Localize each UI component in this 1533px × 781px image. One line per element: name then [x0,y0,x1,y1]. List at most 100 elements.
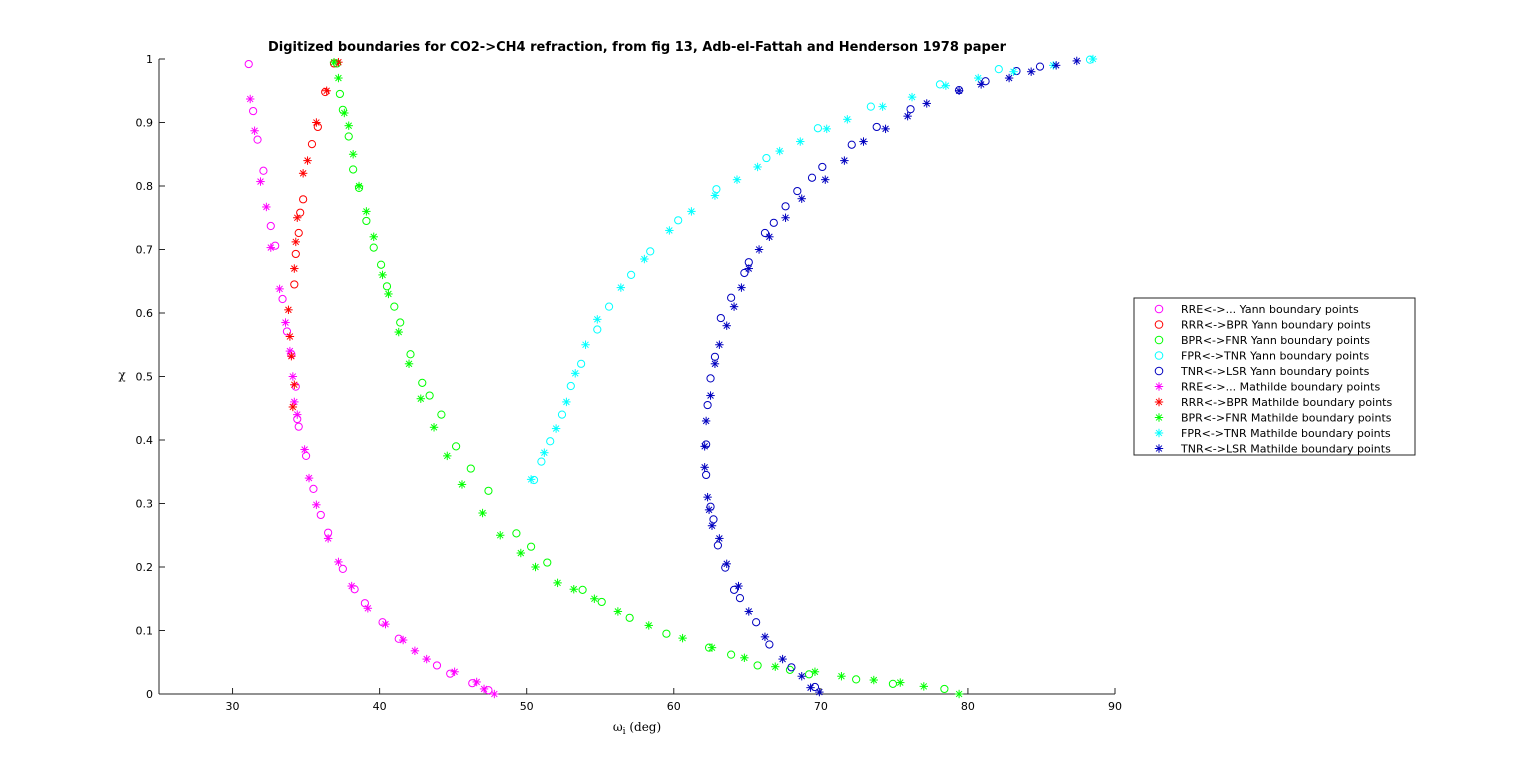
series-points [529,55,1095,485]
marker-stroke [882,125,889,133]
data-point [577,359,586,368]
data-point [604,302,614,311]
data-point [644,621,653,630]
data-point [369,243,378,252]
marker-stroke [1155,398,1163,406]
series-points [700,56,1081,697]
data-point [735,594,745,603]
data-point [1088,54,1098,64]
marker-stroke [641,255,648,263]
data-point [369,232,378,241]
data-markers [244,54,1098,699]
data-point [527,542,536,551]
legend-entry: RRR<->BPR Mathilde boundary points [1154,396,1392,409]
data-point [713,541,722,550]
marker-stroke [571,370,579,377]
marker-stroke [285,306,292,314]
data-point [290,264,299,273]
marker-stroke [324,535,332,542]
marker-stroke [904,112,911,120]
data-point [888,679,898,688]
data-point [253,135,262,144]
data-point [715,340,724,349]
marker-stroke [798,195,806,202]
data-point [537,457,546,466]
marker-stroke [341,109,348,117]
marker-stroke [276,285,283,293]
data-point [429,423,439,432]
data-point [516,548,526,558]
marker-stroke [711,360,719,368]
data-point [678,633,687,643]
data-point [271,241,280,250]
marker-stroke [711,192,719,199]
series-points [702,62,1045,692]
marker-stroke [1010,68,1017,75]
plot-area: 30 40 50 60 70 80 90 0 0.1 0.2 0.3 0.4 0.5 0.6 0.7 0.8… [136,53,1123,713]
marker-stroke [879,103,886,110]
marker-stroke [645,622,653,629]
marker-stroke [796,138,804,145]
data-point [1154,397,1164,407]
data-point [762,153,771,163]
marker-stroke [723,560,731,568]
data-point [322,86,331,95]
legend-label: FPR<->TNR Yann boundary points [1181,350,1369,363]
data-point [732,175,742,184]
marker-stroke [705,506,713,514]
marker-stroke [1089,55,1097,63]
data-point [349,165,358,174]
data-point [381,619,390,629]
data-point [396,318,405,327]
marker-stroke [479,509,486,517]
data-point [334,73,343,83]
marker-stroke [955,87,963,95]
data-point [290,380,299,389]
data-point [294,228,303,238]
marker-stroke [348,582,355,590]
data-point [709,515,718,524]
x-tick-label: 40 [373,700,387,713]
data-point [815,687,824,697]
marker-stroke [417,395,425,403]
marker-stroke [364,604,372,612]
data-point [390,302,399,311]
marker-stroke [582,341,589,349]
data-point [700,442,709,451]
marker-stroke [430,424,438,431]
data-point [781,202,790,211]
marker-stroke [844,116,851,123]
marker-stroke [617,284,625,291]
data-point [478,508,487,518]
data-point [406,350,415,359]
data-point [466,464,475,473]
marker-stroke [920,683,928,690]
data-point [919,682,928,691]
marker-stroke [480,685,488,693]
data-point [976,80,986,89]
data-point [296,208,305,217]
data-point [597,597,606,607]
data-point [752,618,761,627]
data-point [581,340,590,349]
data-point [1051,61,1061,70]
data-point [744,264,753,273]
marker-stroke [304,157,311,164]
marker-stroke [704,493,711,501]
data-point [543,558,552,567]
data-point [540,448,549,457]
marker-stroke [335,558,342,566]
data-point [859,137,868,146]
marker-stroke [323,87,330,95]
data-point [935,80,945,89]
marker-stroke [771,663,779,670]
marker-stroke [738,284,745,291]
y-tick-label: 0.9 [136,117,154,130]
data-point [566,381,575,391]
y-tick-label: 0.3 [136,498,154,511]
marker-stroke [1155,429,1163,437]
data-point [781,213,790,222]
marker-stroke [473,678,480,686]
marker-stroke [363,208,370,215]
marker-stroke [811,668,819,676]
